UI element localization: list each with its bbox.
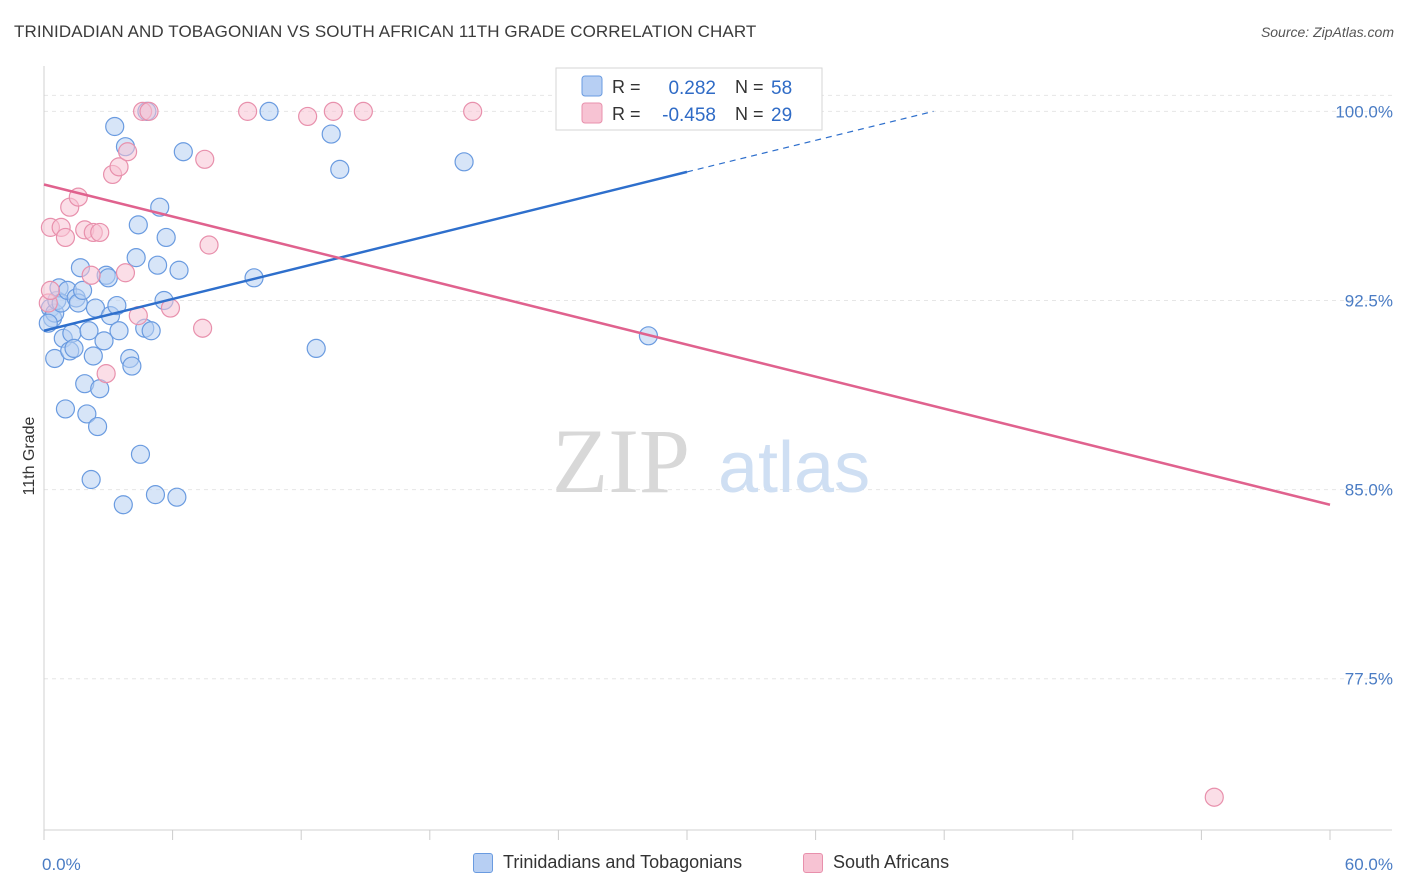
legend-swatch-blue [473,852,493,873]
y-tick-label-1: 92.5% [1345,291,1393,310]
stats-legend-r-label-pink: R = [612,104,641,124]
trinidadian-point-29 [105,116,125,137]
trinidadian-point-27 [98,268,118,288]
trend-line-trinidadian [43,170,688,332]
south-african-point-22 [199,235,219,255]
trinidadian-point-12 [64,338,84,359]
gridlines [44,94,1392,680]
bottom-legend-label-trinidadian: Trinidadians and Tobagonians [503,852,743,872]
south-african-point-15 [117,142,138,162]
south-african-point-18 [139,101,159,121]
south-african-point-20 [195,149,215,169]
bottom-legend: Trinidadians and Tobagonians South Afric… [0,852,1406,878]
stats-legend-n-value-pink: 29 [771,105,792,126]
bottom-legend-item-south-african[interactable]: South Africans [803,852,949,873]
south-african-point-13 [109,157,129,177]
south-african-point-27 [463,101,483,121]
stats-legend-swatch-pink [581,102,603,124]
axes [43,66,1392,831]
watermark: ZIP atlas [552,410,870,512]
trinidadian-point-8 [55,399,76,419]
bottom-legend-label-south-african: South Africans [833,852,950,872]
stats-legend-r-label-blue: R = [612,77,641,97]
south-african-point-21 [193,318,213,338]
south-african-point-11 [96,364,116,384]
trinidadian-point-41 [141,321,161,341]
trinidadian-point-52 [306,338,326,359]
trend-line-south-african [43,183,1331,506]
trinidadian-point-51 [259,101,279,121]
stats-legend-n-value-blue: 58 [771,78,792,99]
south-african-point-1 [40,280,61,301]
south-african-point-24 [298,106,318,127]
trinidadian-point-5 [45,348,65,369]
trinidadian-point-46 [156,227,176,248]
trinidadian-point-55 [454,152,474,172]
trinidadian-point-19 [79,321,99,341]
y-tick-label-2: 85.0% [1345,481,1393,500]
stats-legend-r-value-pink: -0.458 [662,105,716,126]
south-african-point-10 [90,222,110,243]
trinidadian-point-21 [83,346,103,366]
south-african-point-23 [238,101,258,121]
trinidadian-point-16 [72,280,93,301]
trinidadian-point-54 [330,159,350,179]
y-tick-labels: 100.0% 92.5% 85.0% 77.5% [1335,102,1393,688]
south-african-point-8 [81,265,101,285]
trinidadian-point-20 [81,469,101,490]
trinidadian-point-49 [173,142,193,162]
stats-legend-n-label-pink: N = [735,104,764,124]
trinidadian-point-47 [167,487,187,507]
trend-line-trinidadian-extension [686,110,934,173]
trinidadian-point-32 [113,495,133,515]
series-south-african-points [38,101,1224,807]
trinidadian-point-35 [122,356,142,376]
south-african-point-14 [115,263,136,283]
trinidadian-point-43 [147,255,168,275]
y-tick-label-3: 77.5% [1345,670,1393,689]
watermark-zip: ZIP [552,410,690,512]
watermark-atlas: atlas [718,428,870,508]
x-tick-label-min: 0.0% [42,855,81,874]
x-tick-label-max: 60.0% [1345,855,1393,874]
chart-source: Source: ZipAtlas.com [1260,24,1394,40]
trinidadian-point-48 [169,260,189,280]
trinidadian-point-31 [109,321,129,341]
x-ticks [43,830,1331,840]
trinidadian-point-23 [87,416,108,437]
trinidadian-point-42 [145,485,166,505]
bottom-legend-item-trinidadian[interactable]: Trinidadians and Tobagonians [473,852,742,873]
trinidadian-point-38 [130,444,151,464]
trinidadian-point-53 [321,124,341,144]
stats-legend-n-label-blue: N = [735,77,764,97]
chart-title: TRINIDADIAN AND TOBAGONIAN VS SOUTH AFRI… [14,22,757,41]
trinidadian-point-18 [77,404,97,424]
stats-legend: R = 0.282 N = 58 R = -0.458 N = 29 [555,67,823,131]
south-african-point-26 [353,101,373,121]
trinidadian-point-25 [94,331,114,351]
south-african-point-28 [1204,787,1224,807]
trinidadian-point-37 [128,215,148,235]
y-tick-label-0: 100.0% [1335,102,1393,121]
trinidadian-point-36 [126,248,146,268]
south-african-point-4 [55,227,76,248]
trend-lines [43,110,1331,506]
stats-legend-r-value-blue: 0.282 [668,78,716,99]
stats-legend-swatch-blue [581,75,603,97]
legend-swatch-pink [803,852,823,873]
trinidadian-point-30 [107,295,127,316]
y-axis-label: 11th Grade [21,416,38,495]
south-african-point-25 [323,101,343,121]
